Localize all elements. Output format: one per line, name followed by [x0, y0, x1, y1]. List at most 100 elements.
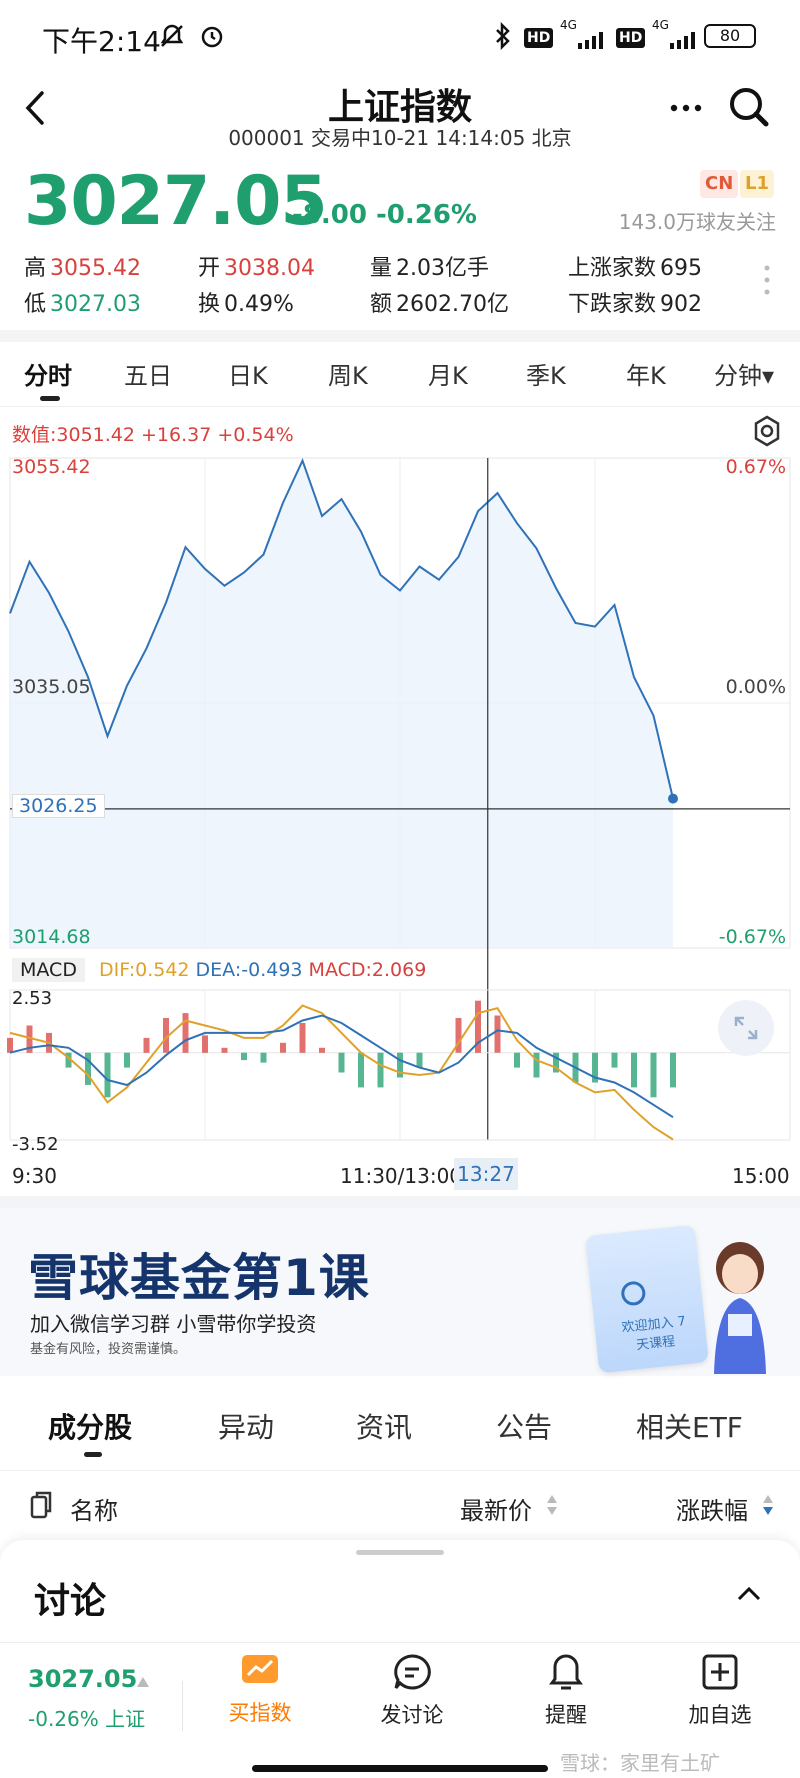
caret-up-icon [136, 1673, 150, 1692]
tab-weekly-k[interactable]: 周K [328, 362, 368, 390]
alarm-icon [198, 22, 226, 56]
macd-bar [260, 1052, 267, 1063]
banner-disclaimer: 基金有风险，投资需谨慎。 [30, 1342, 187, 1357]
discussion-sheet[interactable]: 讨论 [0, 1540, 800, 1640]
macd-bar [280, 1042, 286, 1053]
macd-bar [163, 1018, 169, 1053]
price-area [10, 460, 673, 948]
sheet-handle[interactable] [356, 1550, 444, 1555]
stat-down-label: 下跌家数 [568, 292, 657, 317]
list-header: 名称 最新价 涨跌幅 [0, 1470, 800, 1540]
bottom-action-bar: 3027.05 -0.26% 上证 买指数 发讨论 提醒 加自选 雪球：家里有土… [0, 1642, 800, 1778]
discuss-button[interactable]: 发讨论 [352, 1653, 472, 1729]
mascot-illustration [700, 1234, 780, 1374]
tab-quarterly-k[interactable]: 季K [526, 362, 566, 390]
tab-monthly-k[interactable]: 月K [428, 362, 468, 390]
stat-down-value: 902 [660, 292, 703, 317]
tab-daily-k[interactable]: 日K [228, 362, 268, 390]
macd-bar [143, 1037, 150, 1053]
tab-constituents[interactable]: 成分股 [48, 1411, 133, 1444]
macd-bar [299, 1023, 306, 1053]
tab-minute[interactable]: 分钟▾ [714, 362, 775, 390]
dea-value: DEA:-0.493 [195, 959, 303, 981]
expand-icon [734, 1016, 758, 1040]
alert-button[interactable]: 提醒 [506, 1653, 626, 1729]
stat-low-value: 3027.03 [50, 292, 141, 317]
col-latest-price[interactable]: 最新价 [460, 1497, 532, 1525]
macd-bar [338, 1052, 345, 1073]
buy-index-button[interactable]: 买指数 [200, 1653, 320, 1727]
tab-five-day[interactable]: 五日 [124, 362, 172, 390]
macd-bar [377, 1052, 384, 1088]
tab-movements[interactable]: 异动 [218, 1411, 275, 1444]
price-line [9, 457, 674, 799]
tab-news[interactable]: 资讯 [356, 1411, 413, 1444]
stat-amount: 额 2602.70亿 [370, 286, 509, 318]
macd-bar [592, 1052, 598, 1083]
xueqiu-logo-icon [620, 1280, 647, 1307]
macd-bar [514, 1052, 520, 1068]
y-tick-low-pct: -0.67% [718, 926, 786, 948]
macd-bar [104, 1052, 111, 1098]
dea-line [9, 1014, 674, 1119]
macd-y-bottom: -3.52 [12, 1134, 59, 1155]
home-indicator[interactable] [252, 1765, 548, 1772]
macd-bar [221, 1047, 228, 1053]
network-label-1: 4G [560, 18, 577, 32]
stat-up-count: 上涨家数 695 [568, 250, 702, 282]
copy-icon[interactable] [28, 1489, 54, 1525]
y-tick-high-pct: 0.67% [725, 456, 786, 478]
sort-icon[interactable] [546, 1493, 558, 1521]
signal-icon-1 [556, 30, 606, 55]
macd-bar [494, 1015, 501, 1053]
macd-bar [202, 1035, 208, 1053]
divider [0, 1196, 800, 1208]
macd-bar [533, 1052, 540, 1078]
active-tab-indicator [40, 396, 60, 401]
dif-line [9, 1004, 674, 1141]
market-badge-cn: CN [700, 170, 739, 198]
macd-bar [631, 1052, 637, 1088]
y-tick-mid-pct: 0.00% [725, 676, 786, 698]
stat-volume: 量 2.03亿手 [370, 250, 489, 282]
chart-settings-button[interactable] [750, 414, 784, 448]
y-tick-mid: 3035.05 [12, 676, 91, 698]
macd-bar [182, 1013, 189, 1053]
phone-card-illustration: 欢迎加入 7天课程 [585, 1224, 709, 1374]
more-button[interactable] [662, 84, 710, 132]
tab-intraday[interactable]: 分时 [24, 362, 72, 390]
stat-turnover-label: 换 [198, 292, 221, 317]
battery-icon: 80 [704, 24, 756, 48]
stat-low: 低 3027.03 [24, 286, 141, 318]
stat-high: 高 3055.42 [24, 250, 141, 282]
bluetooth-icon [494, 21, 512, 56]
buy-index-icon [242, 1655, 278, 1683]
divider [0, 406, 800, 407]
intraday-chart[interactable] [0, 450, 800, 1160]
macd-legend: MACD DIF:0.542 DEA:-0.493 MACD:2.069 [12, 958, 426, 982]
stat-amount-label: 额 [370, 292, 393, 317]
sort-desc-icon[interactable] [762, 1493, 774, 1521]
macd-indicator-selector[interactable]: MACD [12, 958, 85, 982]
bell-icon [549, 1654, 583, 1690]
alert-label: 提醒 [545, 1703, 587, 1727]
tab-announcements[interactable]: 公告 [496, 1411, 553, 1444]
back-button[interactable] [20, 88, 60, 138]
fund-course-banner[interactable]: 雪球基金第1课 加入微信学习群 小雪带你学投资 基金有风险，投资需谨慎。 欢迎加… [0, 1208, 800, 1376]
expand-stats-icon[interactable] [764, 262, 770, 302]
chevron-up-icon[interactable] [736, 1584, 762, 1606]
search-button[interactable] [726, 84, 776, 134]
fullscreen-button[interactable] [718, 1000, 774, 1056]
x-tick-open: 9:30 [12, 1164, 57, 1188]
stat-turnover-value: 0.49% [224, 292, 294, 317]
add-watchlist-button[interactable]: 加自选 [660, 1653, 780, 1729]
macd-bar [319, 1047, 325, 1053]
tab-related-etf[interactable]: 相关ETF [636, 1411, 743, 1444]
cursor-time-label: 13:27 [454, 1158, 518, 1190]
tab-yearly-k[interactable]: 年K [626, 362, 666, 390]
col-change-pct[interactable]: 涨跌幅 [676, 1497, 748, 1525]
col-name: 名称 [70, 1497, 118, 1525]
last-price-dot [668, 793, 678, 804]
divider [0, 330, 800, 342]
stat-high-value: 3055.42 [50, 256, 141, 281]
